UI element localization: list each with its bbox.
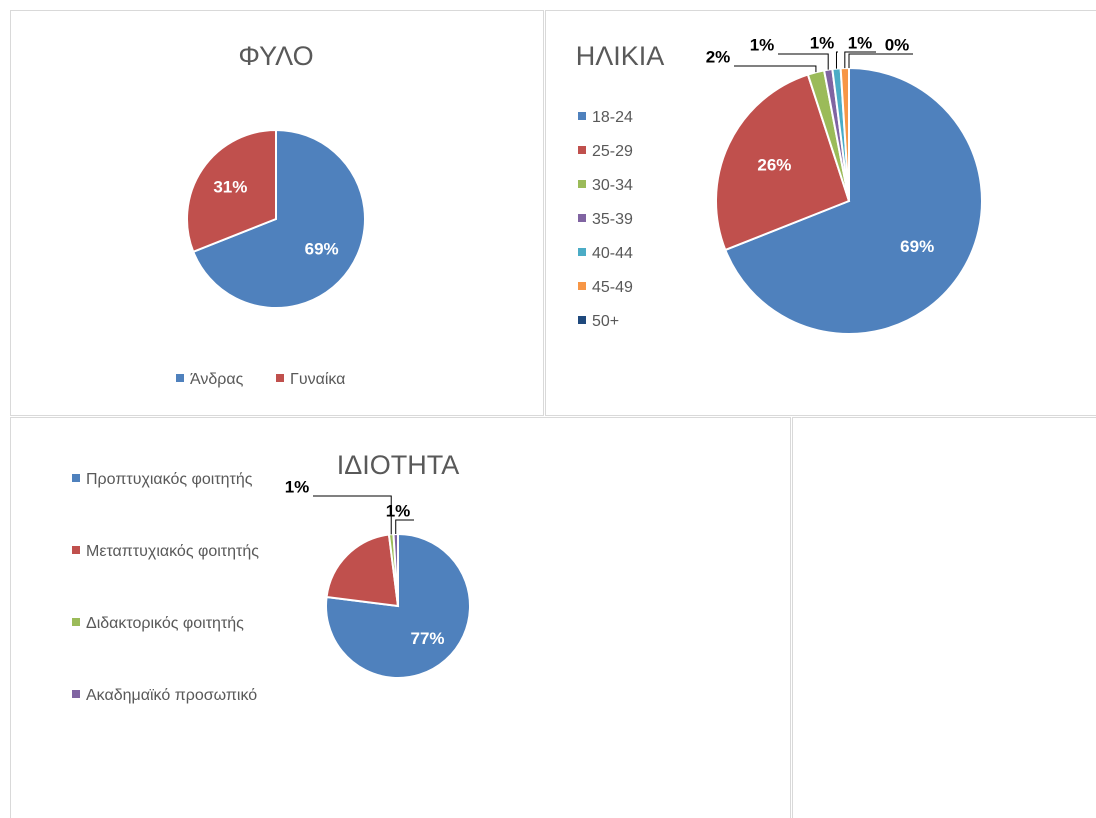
leader-line — [395, 519, 414, 535]
legend-label: 35-39 — [592, 211, 633, 228]
legend-item: Ακαδημαϊκό προσωπικό — [72, 682, 261, 709]
legend-swatch — [276, 373, 284, 382]
legend-item: Γυναίκα — [276, 366, 345, 393]
legend-item: 45-49 — [578, 274, 633, 301]
legend-item: 50+ — [578, 308, 619, 335]
legend-label: Άνδρας — [190, 371, 244, 388]
legend-swatch — [578, 281, 586, 290]
data-label: 69% — [900, 237, 934, 256]
legend-swatch — [578, 315, 586, 324]
legend-swatch — [578, 213, 586, 222]
legend-label: Γυναίκα — [290, 371, 346, 388]
legend-label: 50+ — [592, 313, 620, 330]
legend-swatch — [72, 689, 80, 698]
panel — [10, 10, 544, 416]
pie-slice — [715, 73, 851, 252]
legend-swatch — [578, 179, 586, 188]
legend-item: 25-29 — [578, 138, 633, 165]
legend-label: Διδακτορικός φοιτητής — [86, 615, 244, 632]
data-label: 26% — [757, 155, 791, 174]
panel — [545, 10, 1096, 416]
legend-label: 45-49 — [592, 279, 633, 296]
chart-title: ΙΔΙΟΤΗΤΑ — [337, 450, 460, 480]
leader-line — [313, 495, 392, 535]
leader-line — [844, 51, 876, 69]
legend-label: 40-44 — [592, 245, 633, 262]
legend-swatch — [176, 373, 184, 382]
data-label: 1% — [848, 33, 873, 52]
legend-label: Ακαδημαϊκό προσωπικό — [86, 687, 258, 704]
pie-slice — [186, 128, 277, 254]
legend-label: 25-29 — [592, 143, 633, 160]
data-label: 69% — [305, 240, 339, 259]
legend-label: Προπτυχιακός φοιτητής — [86, 471, 253, 488]
legend-item: 35-39 — [578, 206, 633, 233]
legend-item: Μεταπτυχιακός φοιτητής — [72, 538, 261, 565]
data-label: 1% — [750, 35, 775, 54]
leader-line — [734, 65, 817, 73]
legend-label: Μεταπτυχιακός φοιτητής — [86, 543, 259, 560]
data-label: 77% — [411, 629, 445, 648]
leader-line — [835, 51, 838, 69]
data-label: 1% — [285, 477, 310, 496]
legend-item: 40-44 — [578, 240, 633, 267]
pie-slice — [191, 128, 366, 309]
legend-item: 30-34 — [578, 172, 633, 199]
legend-item: Άνδρας — [176, 366, 243, 393]
legend-item: 18-24 — [578, 104, 633, 131]
panel — [792, 417, 1096, 818]
legend-swatch — [72, 545, 80, 554]
data-label: 1% — [810, 33, 835, 52]
data-label: 1% — [386, 501, 411, 520]
chart-title: ΗΛΙΚΙΑ — [576, 41, 665, 71]
legend-swatch — [72, 473, 80, 482]
data-label: 2% — [706, 47, 731, 66]
pie-slice — [724, 66, 983, 335]
panel — [10, 417, 791, 818]
data-label: 31% — [213, 177, 247, 196]
chart-title: ΦΥΛΟ — [238, 41, 313, 71]
pie-slice — [325, 533, 400, 608]
leader-line — [778, 53, 829, 70]
legend-swatch — [72, 617, 80, 626]
legend-label: 18-24 — [592, 109, 633, 126]
legend-swatch — [578, 145, 586, 154]
legend-swatch — [578, 247, 586, 256]
data-label: 0% — [885, 35, 910, 54]
legend-label: 30-34 — [592, 177, 633, 194]
leader-line — [848, 53, 913, 68]
legend-item: Διδακτορικός φοιτητής — [72, 610, 261, 637]
legend-item: Προπτυχιακός φοιτητής — [72, 466, 261, 493]
legend-swatch — [578, 111, 586, 120]
